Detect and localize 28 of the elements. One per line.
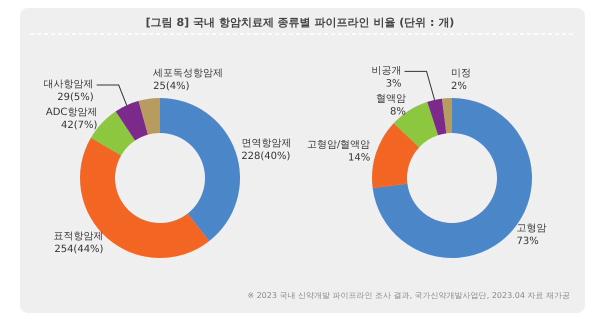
slice-label: 세포독성항암제 — [153, 68, 224, 79]
data-label: 8% — [390, 106, 406, 118]
data-label: 2% — [450, 81, 467, 92]
data-label: 254(44%) — [54, 244, 104, 255]
data-label: 73% — [516, 236, 539, 247]
data-label: 42(7%) — [60, 120, 98, 132]
slice-label: 비공개 — [372, 65, 402, 76]
chart-title: [그림 8] 국내 항암치료제 종류별 파이프라인 비율 (단위 : 개) — [146, 16, 454, 29]
data-label: 3% — [386, 78, 402, 90]
donut-slice — [372, 123, 420, 188]
donut-slice — [138, 98, 160, 135]
slice-label: 대사항암제 — [44, 79, 94, 90]
slice-label: 고형암 — [516, 222, 547, 234]
data-label: 25(4%) — [153, 81, 190, 92]
donut-slice — [160, 98, 240, 242]
slice-label: 고형암/혈액암 — [306, 139, 370, 150]
slice-label: 면역항암제 — [241, 138, 292, 150]
data-label: 228(40%) — [241, 151, 291, 162]
slice-label: 표적항암제 — [53, 230, 104, 242]
slice-label: 혈액암 — [376, 93, 406, 104]
slice-label: ADC항암제 — [46, 107, 98, 118]
donut-slice — [116, 100, 148, 141]
donut-slice — [442, 98, 452, 134]
donut-slice — [427, 98, 446, 136]
text: ※ 2023 국내 신약개발 파이프라인 조사 결과, 국가신약개발사업단, 2023.04 자료 재가공 — [247, 291, 570, 300]
data-label: 14% — [348, 152, 370, 164]
data-label: 29(5%) — [57, 92, 94, 104]
slice-label: 미정 — [450, 68, 471, 79]
